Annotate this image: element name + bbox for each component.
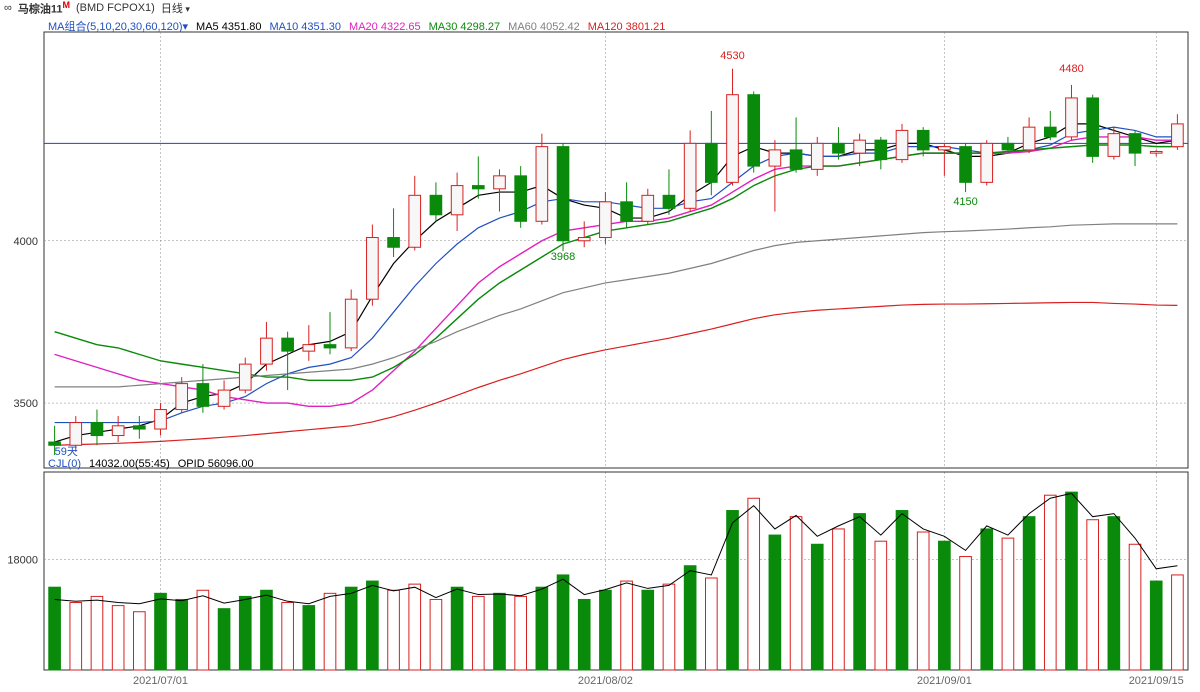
ma-legend-item-0: MA5 4351.80 bbox=[196, 21, 261, 33]
svg-text:4000: 4000 bbox=[14, 236, 38, 248]
ma-legend-title[interactable]: MA组合(5,10,20,30,60,120)▾ bbox=[48, 21, 188, 33]
ma-legend-item-2: MA20 4322.65 bbox=[349, 21, 421, 33]
svg-text:2021/09/01: 2021/09/01 bbox=[917, 675, 972, 687]
ma-legend-item-3: MA30 4298.27 bbox=[429, 21, 501, 33]
svg-text:18000: 18000 bbox=[7, 555, 38, 567]
symbol-code: (BMD FCPOX1) bbox=[76, 2, 155, 14]
volume-legend-item-1: OPID 56096.00 bbox=[178, 458, 254, 470]
svg-text:2021/09/15: 2021/09/15 bbox=[1129, 675, 1184, 687]
chart-header: ∞ 马棕油11M (BMD FCPOX1) 日线 bbox=[0, 0, 1200, 16]
ma-legend-item-5: MA120 3801.21 bbox=[588, 21, 666, 33]
ma-legend-item-1: MA10 4351.30 bbox=[269, 21, 341, 33]
svg-text:3968: 3968 bbox=[551, 251, 575, 263]
svg-text:3500: 3500 bbox=[14, 398, 38, 410]
symbol-name: 马棕油11M bbox=[18, 0, 70, 16]
chart-canvas[interactable]: 3500 4000 2021/07/01 2021/08/02 2021/09/01 20… bbox=[0, 16, 1200, 692]
svg-text:2021/07/01: 2021/07/01 bbox=[133, 675, 188, 687]
timeframe-dropdown[interactable]: 日线 bbox=[161, 0, 190, 16]
volume-legend-title[interactable]: CJL(0) bbox=[48, 458, 81, 470]
volume-legend: CJL(0) 14032.00(55:45) OPID 56096.00 bbox=[48, 458, 262, 470]
svg-text:59天: 59天 bbox=[55, 446, 78, 458]
svg-text:4480: 4480 bbox=[1059, 63, 1083, 75]
svg-text:4530: 4530 bbox=[720, 50, 744, 62]
link-icon: ∞ bbox=[4, 2, 12, 14]
volume-legend-item-0: 14032.00(55:45) bbox=[89, 458, 170, 470]
ma-legend: MA组合(5,10,20,30,60,120)▾ MA5 4351.80 MA10 … bbox=[48, 18, 673, 34]
svg-text:2021/08/02: 2021/08/02 bbox=[578, 675, 633, 687]
svg-text:4150: 4150 bbox=[953, 196, 977, 208]
ma-legend-item-4: MA60 4052.42 bbox=[508, 21, 580, 33]
